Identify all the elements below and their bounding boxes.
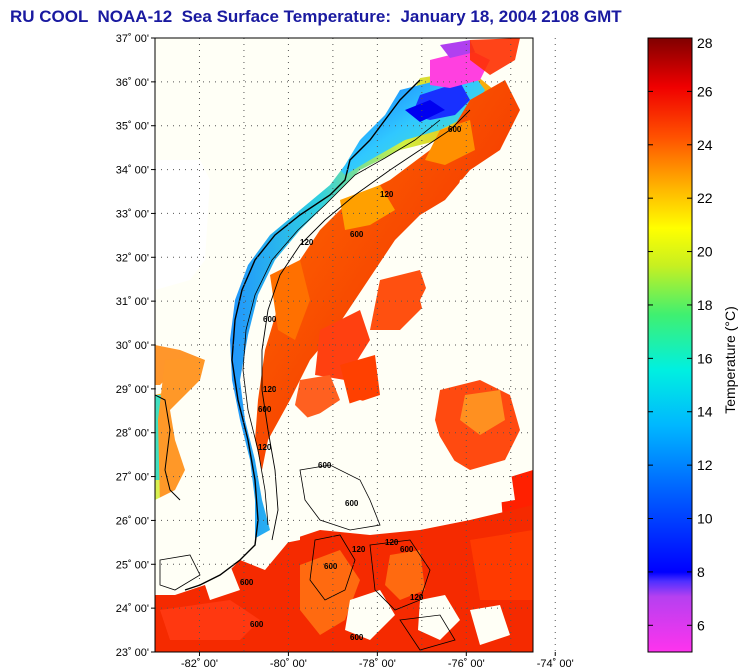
- sst-field: [155, 38, 533, 652]
- colorbar-tick-label: 20: [697, 244, 713, 260]
- isobath-label: 120: [410, 593, 424, 602]
- lon-label: -78˚ 00': [359, 658, 396, 670]
- isobath-label: 120: [300, 238, 314, 247]
- isobath-label: 600: [400, 545, 414, 554]
- lon-label: -76˚ 00': [448, 658, 485, 670]
- isobath-label: 600: [258, 405, 272, 414]
- colorbar-tick-label: 6: [697, 617, 705, 633]
- colorbar-tick-label: 14: [697, 404, 713, 420]
- isobath-label: 600: [240, 578, 254, 587]
- isobath-label: 600: [318, 461, 332, 470]
- colorbar-frame: [647, 37, 693, 653]
- colorbar-tick-label: 12: [697, 457, 713, 473]
- lat-label: 34˚ 00': [116, 165, 149, 177]
- lat-label: 30˚ 00': [116, 340, 149, 352]
- lat-label: 33˚ 00': [116, 208, 149, 220]
- lat-label: 27˚ 00': [116, 472, 149, 484]
- colorbar-tick-label: 22: [697, 190, 713, 206]
- lat-label: 23˚ 00': [116, 647, 149, 659]
- isobath-label: 120: [263, 385, 277, 394]
- lat-label: 25˚ 00': [116, 559, 149, 571]
- lat-label: 31˚ 00': [116, 296, 149, 308]
- lon-label: -74˚ 00': [537, 658, 574, 670]
- isobath-label: 120: [258, 443, 272, 452]
- colorbar-tick-label: 18: [697, 297, 713, 313]
- lat-label: 37˚ 00': [116, 33, 149, 45]
- isobath-label: 600: [350, 633, 364, 642]
- lat-label: 32˚ 00': [116, 252, 149, 264]
- isobath-label: 120: [352, 545, 366, 554]
- isobath-label: 600: [324, 562, 338, 571]
- lat-label: 28˚ 00': [116, 428, 149, 440]
- isobath-label: 120: [380, 190, 394, 199]
- lat-label: 29˚ 00': [116, 384, 149, 396]
- lon-label: -80˚ 00': [270, 658, 307, 670]
- colorbar-tick-label: 10: [697, 511, 713, 527]
- page-title: RU COOL NOAA-12 Sea Surface Temperature:…: [10, 7, 622, 26]
- colorbar-label: Temperature (°C): [722, 306, 738, 414]
- colorbar-tick-label: 24: [697, 137, 713, 153]
- isobath-label: 600: [345, 499, 359, 508]
- lat-label: 26˚ 00': [116, 515, 149, 527]
- colorbar-ticks: 28 26 24 22 20 18 16 14 12 10 8 6: [648, 35, 713, 633]
- lat-label: 24˚ 00': [116, 603, 149, 615]
- latitude-labels: 37˚ 00' 36˚ 00' 35˚ 00' 34˚ 00' 33˚ 00' 32˚ 0…: [116, 33, 155, 659]
- isobath-label: 600: [263, 315, 277, 324]
- map-gridlines: [155, 38, 556, 652]
- isobath-label: 600: [350, 230, 364, 239]
- isobath-label: 600: [250, 620, 264, 629]
- longitude-labels: -82˚ 00' -80˚ 00' -78˚ 00' -76˚ 00' -74˚ 00': [181, 652, 574, 670]
- colorbar-tick-label: 26: [697, 83, 713, 99]
- lat-label: 35˚ 00': [116, 121, 149, 133]
- isobath-label: 600: [448, 125, 462, 134]
- colorbar-tick-label: 16: [697, 350, 713, 366]
- colorbar: [648, 38, 692, 652]
- lat-label: 36˚ 00': [116, 77, 149, 89]
- colorbar-tick-label: 28: [697, 35, 713, 51]
- lon-label: -82˚ 00': [181, 658, 218, 670]
- colorbar-tick-label: 8: [697, 564, 705, 580]
- contour-labels: 6001206001206001206001206006001201206006…: [240, 125, 462, 642]
- isobath-label: 120: [385, 538, 399, 547]
